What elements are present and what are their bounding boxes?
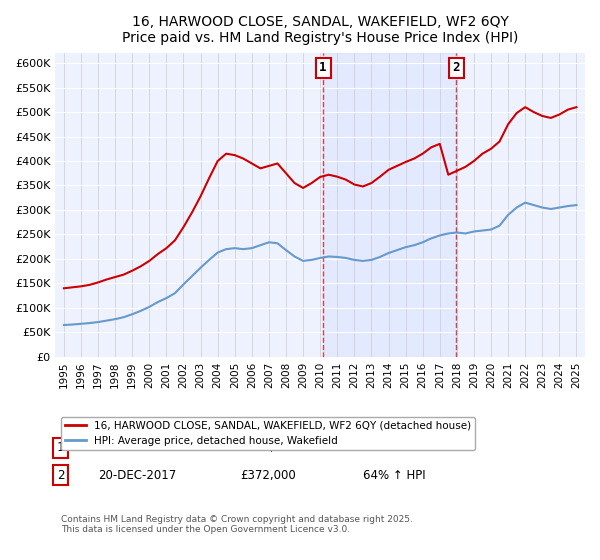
Bar [323,53,457,357]
Text: 01-MAR-2010: 01-MAR-2010 [98,441,177,454]
Text: £372,000: £372,000 [241,469,296,482]
Text: 2: 2 [452,62,460,74]
Legend: 16, HARWOOD CLOSE, SANDAL, WAKEFIELD, WF2 6QY (detached house), HPI: Average pri: 16, HARWOOD CLOSE, SANDAL, WAKEFIELD, WF… [61,417,475,450]
Text: 87% ↑ HPI: 87% ↑ HPI [362,441,425,454]
Text: 1: 1 [319,62,327,74]
Text: 20-DEC-2017: 20-DEC-2017 [98,469,176,482]
Text: 1: 1 [57,441,64,454]
Text: 64% ↑ HPI: 64% ↑ HPI [362,469,425,482]
Title: 16, HARWOOD CLOSE, SANDAL, WAKEFIELD, WF2 6QY
Price paid vs. HM Land Registry's : 16, HARWOOD CLOSE, SANDAL, WAKEFIELD, WF… [122,15,518,45]
Text: £367,500: £367,500 [241,441,296,454]
Text: 2: 2 [57,469,64,482]
Text: Contains HM Land Registry data © Crown copyright and database right 2025.
This d: Contains HM Land Registry data © Crown c… [61,515,413,534]
